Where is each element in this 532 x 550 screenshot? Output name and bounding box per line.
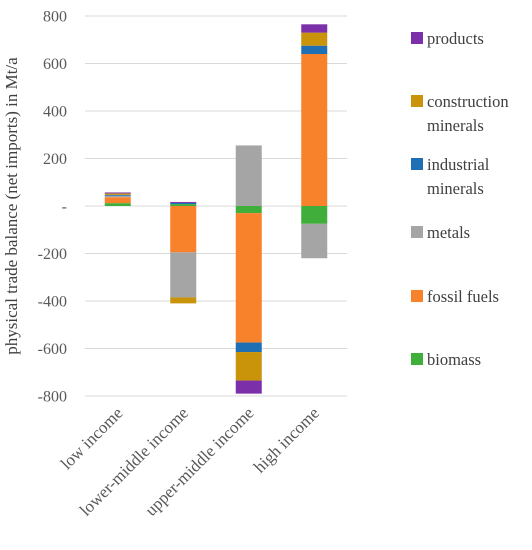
- bar-fossil-fuels-upper-middle-income: [235, 213, 262, 343]
- category-label: lower-middle income: [76, 403, 192, 519]
- bar-industrial-minerals-low-income: [104, 194, 131, 196]
- y-tick-label: -600: [38, 341, 67, 358]
- y-tick-label: 400: [43, 104, 67, 121]
- legend-swatch: [411, 290, 423, 302]
- y-tick-label: -200: [38, 246, 67, 263]
- y-tick-label: -800: [38, 389, 67, 406]
- bar-metals-lower-middle-income: [170, 252, 197, 298]
- bar-products-upper-middle-income: [235, 380, 262, 394]
- legend-swatch: [411, 32, 423, 44]
- bar-biomass-low-income: [104, 203, 131, 206]
- bar-biomass-upper-middle-income: [235, 206, 262, 214]
- y-tick-label: 800: [43, 9, 67, 26]
- legend-label-biomass: biomass: [427, 350, 481, 369]
- y-tick-label: -: [62, 199, 67, 216]
- y-tick-label: 200: [43, 151, 67, 168]
- bar-biomass-lower-middle-income: [170, 204, 197, 206]
- bar-construction-minerals-high-income: [301, 32, 328, 46]
- bar-construction-minerals-low-income: [104, 193, 131, 195]
- bar-products-lower-middle-income: [170, 201, 197, 203]
- y-tick-label: -400: [38, 294, 67, 311]
- bar-fossil-fuels-low-income: [104, 197, 131, 204]
- legend-label-construction-minerals: construction minerals: [427, 92, 509, 135]
- bar-industrial-minerals-lower-middle-income: [170, 202, 197, 205]
- y-axis-title: physical trade balance (net imports) in …: [2, 57, 21, 355]
- bar-products-low-income: [104, 192, 131, 194]
- bar-industrial-minerals-upper-middle-income: [235, 342, 262, 353]
- category-label: high income: [250, 403, 323, 476]
- y-tick-label: 600: [43, 56, 67, 73]
- bar-products-high-income: [301, 24, 328, 33]
- category-label: low income: [57, 403, 127, 473]
- legend-label-products: products: [427, 29, 484, 48]
- bar-biomass-high-income: [301, 206, 328, 224]
- bar-fossil-fuels-high-income: [301, 54, 328, 206]
- bar-fossil-fuels-lower-middle-income: [170, 206, 197, 253]
- bar-metals-high-income: [301, 223, 328, 259]
- legend-swatch: [411, 353, 423, 365]
- bar-construction-minerals-lower-middle-income: [170, 297, 197, 304]
- bar-industrial-minerals-high-income: [301, 45, 328, 54]
- legend-swatch: [411, 95, 423, 107]
- legend-label-metals: metals: [427, 223, 470, 242]
- legend-label-fossil-fuels: fossil fuels: [427, 287, 499, 306]
- legend-label-industrial-minerals: industrial minerals: [427, 155, 490, 198]
- legend-swatch: [411, 226, 423, 238]
- legend-swatch: [411, 158, 423, 170]
- bar-construction-minerals-upper-middle-income: [235, 352, 262, 381]
- category-label: upper-middle income: [141, 403, 257, 519]
- bar-metals-upper-middle-income: [235, 145, 262, 206]
- bar-metals-low-income: [104, 195, 131, 198]
